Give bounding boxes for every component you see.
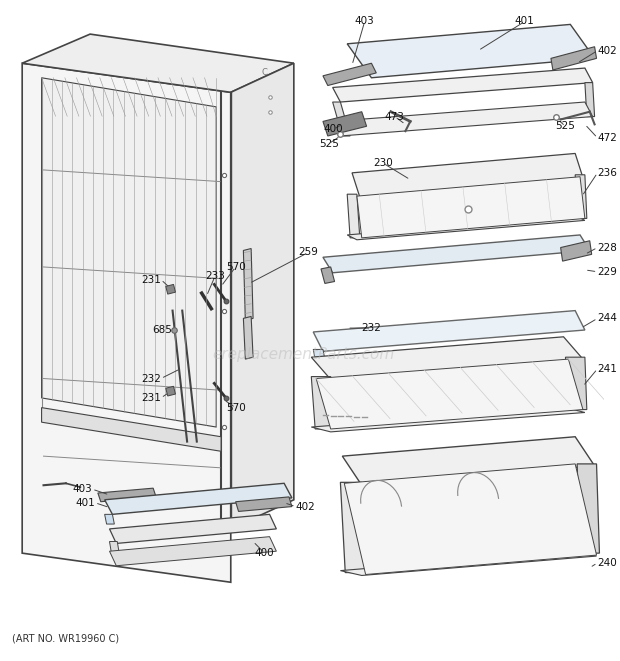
- Polygon shape: [323, 63, 376, 85]
- Text: 231: 231: [141, 393, 161, 403]
- Polygon shape: [244, 249, 253, 321]
- Text: (ART NO. WR19960 C): (ART NO. WR19960 C): [12, 633, 120, 644]
- Polygon shape: [311, 377, 335, 429]
- Text: ereplacementParts.com: ereplacementParts.com: [213, 347, 395, 362]
- Polygon shape: [333, 68, 593, 102]
- Text: 231: 231: [141, 274, 161, 285]
- Polygon shape: [236, 497, 292, 512]
- Polygon shape: [311, 408, 585, 432]
- Polygon shape: [347, 194, 360, 238]
- Polygon shape: [347, 24, 595, 78]
- Polygon shape: [98, 488, 156, 502]
- Text: 400: 400: [324, 124, 343, 134]
- Text: 233: 233: [205, 271, 225, 281]
- Polygon shape: [344, 464, 596, 574]
- Polygon shape: [357, 176, 585, 238]
- Polygon shape: [577, 464, 600, 553]
- Text: 525: 525: [319, 139, 339, 149]
- Polygon shape: [110, 537, 277, 566]
- Polygon shape: [333, 102, 350, 136]
- Polygon shape: [110, 514, 277, 543]
- Polygon shape: [560, 241, 591, 261]
- FancyBboxPatch shape: [361, 494, 397, 508]
- Polygon shape: [551, 47, 596, 70]
- Polygon shape: [22, 63, 231, 582]
- Text: C: C: [262, 69, 268, 77]
- Text: 685: 685: [153, 325, 172, 335]
- Text: 240: 240: [598, 558, 618, 568]
- Text: 570: 570: [226, 262, 246, 272]
- Text: 400: 400: [255, 548, 275, 558]
- Text: 401: 401: [75, 498, 95, 508]
- Text: 403: 403: [73, 484, 92, 494]
- Polygon shape: [352, 153, 583, 197]
- Polygon shape: [313, 311, 585, 352]
- Polygon shape: [323, 112, 366, 136]
- Polygon shape: [244, 317, 253, 359]
- Polygon shape: [166, 284, 175, 294]
- Polygon shape: [340, 483, 366, 572]
- Polygon shape: [316, 359, 583, 429]
- Polygon shape: [105, 514, 114, 524]
- Polygon shape: [42, 78, 216, 427]
- Text: 228: 228: [598, 243, 618, 253]
- Text: 473: 473: [385, 112, 405, 122]
- Text: 241: 241: [598, 364, 618, 374]
- Text: 232: 232: [361, 323, 381, 333]
- Polygon shape: [575, 175, 587, 218]
- Polygon shape: [313, 350, 325, 359]
- Text: 525: 525: [556, 121, 575, 132]
- Text: 401: 401: [515, 17, 534, 26]
- Polygon shape: [42, 408, 221, 451]
- Text: 403: 403: [355, 17, 374, 26]
- Text: 244: 244: [598, 313, 618, 323]
- Text: 230: 230: [373, 158, 393, 168]
- Text: 232: 232: [141, 373, 161, 383]
- Polygon shape: [565, 357, 587, 410]
- Text: 229: 229: [598, 267, 618, 277]
- Text: 236: 236: [598, 168, 618, 178]
- Polygon shape: [585, 83, 595, 116]
- Polygon shape: [333, 102, 593, 136]
- Text: 259: 259: [298, 247, 318, 257]
- Polygon shape: [321, 267, 335, 284]
- Polygon shape: [110, 541, 119, 553]
- Polygon shape: [231, 63, 294, 529]
- Text: 402: 402: [598, 46, 618, 56]
- Text: 472: 472: [598, 133, 618, 143]
- Polygon shape: [166, 386, 175, 396]
- FancyBboxPatch shape: [448, 486, 484, 500]
- Polygon shape: [311, 337, 583, 379]
- Polygon shape: [105, 483, 292, 514]
- Text: 570: 570: [226, 403, 246, 412]
- Polygon shape: [342, 437, 595, 485]
- Polygon shape: [340, 551, 596, 576]
- Polygon shape: [347, 215, 585, 240]
- Polygon shape: [323, 235, 590, 273]
- Text: 402: 402: [296, 502, 316, 512]
- Polygon shape: [22, 34, 294, 93]
